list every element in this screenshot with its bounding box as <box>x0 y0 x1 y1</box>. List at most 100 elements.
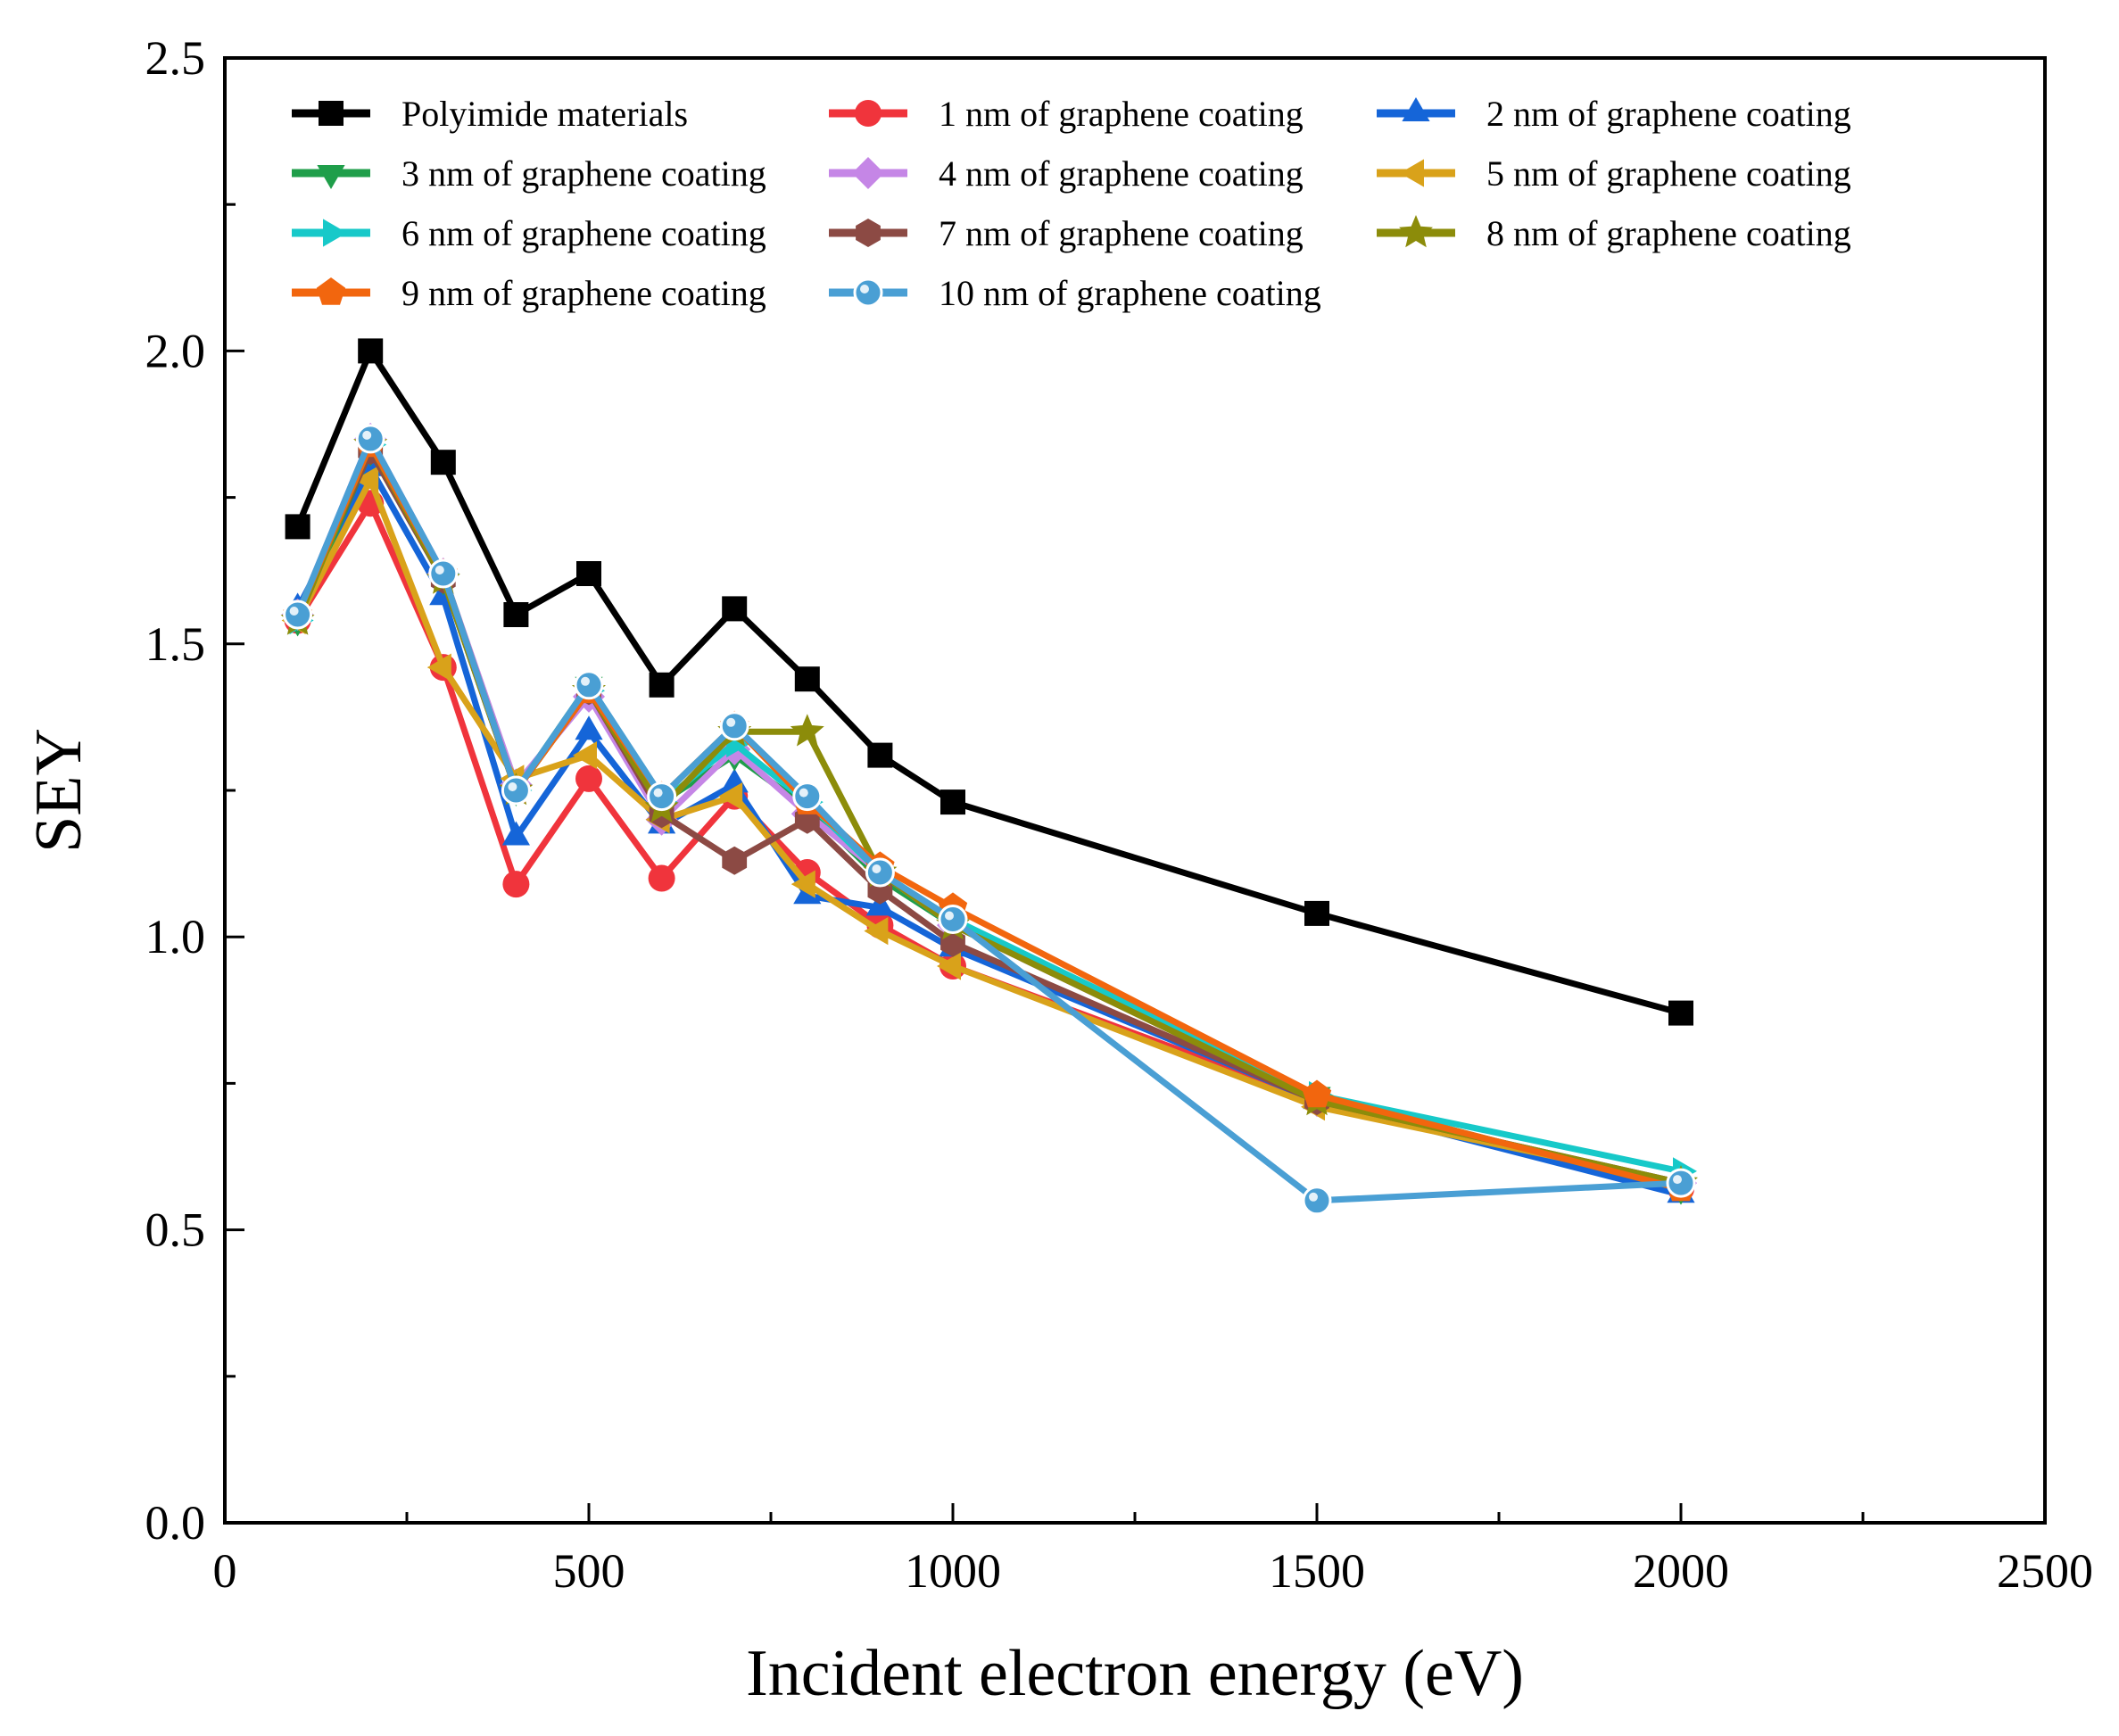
data-point <box>358 338 384 364</box>
legend: Polyimide materials 1 nm of graphene coat… <box>292 94 1851 313</box>
data-point <box>794 666 820 692</box>
sphere-marker-body <box>1666 1168 1696 1198</box>
data-point <box>501 821 530 846</box>
legend-item-5-nm-of-graphene-coating: 5 nm of graphene coating <box>1377 153 1851 194</box>
sphere-marker-body <box>853 277 883 308</box>
data-point <box>575 765 602 792</box>
legend-label: 10 nm of graphene coating <box>939 273 1321 313</box>
data-point <box>865 857 895 888</box>
legend-marker <box>317 165 345 189</box>
sphere-marker-body <box>792 781 823 812</box>
legend-item-9-nm-of-graphene-coating: 9 nm of graphene coating <box>292 273 766 313</box>
data-point <box>867 742 893 768</box>
legend-label: 4 nm of graphene coating <box>939 153 1304 194</box>
series-10-nm-of-graphene-coating <box>283 424 1696 1216</box>
data-point <box>283 599 313 630</box>
legend-item-7-nm-of-graphene-coating: 7 nm of graphene coating <box>829 213 1304 253</box>
sphere-marker-highlight <box>1673 1175 1682 1185</box>
data-point <box>428 558 459 589</box>
y-tick-label: 2.5 <box>145 31 206 85</box>
legend-label: 7 nm of graphene coating <box>939 213 1304 253</box>
legend-item-10-nm-of-graphene-coating: 10 nm of graphene coating <box>829 273 1321 313</box>
sphere-marker-highlight <box>653 788 663 798</box>
data-point <box>718 782 743 811</box>
data-point <box>790 714 824 747</box>
legend-marker <box>852 157 884 189</box>
axis-ticks: 0 500 1000 1500 2000 2500 0.0 0.5 1.0 1.5 2.0 2.5 <box>145 31 2094 1598</box>
data-point <box>722 846 748 875</box>
data-point <box>502 871 530 898</box>
sphere-marker-body <box>283 599 313 630</box>
data-point <box>938 905 968 934</box>
x-tick-label: 2000 <box>1633 1544 1729 1598</box>
y-axis-title: SEY <box>22 728 95 853</box>
data-point <box>790 870 815 898</box>
data-point <box>503 602 529 627</box>
data-point <box>1304 900 1329 926</box>
y-tick-label: 2.0 <box>145 324 206 377</box>
sphere-marker-body <box>355 424 385 454</box>
data-point <box>1668 1000 1693 1026</box>
legend-marker <box>856 219 881 247</box>
series-line <box>294 435 1682 1204</box>
data-point <box>1666 1168 1696 1198</box>
data-point <box>937 952 961 980</box>
data-point <box>649 672 675 698</box>
data-point <box>648 864 675 892</box>
series-line <box>294 347 1682 1016</box>
data-point <box>574 670 604 700</box>
sphere-marker-highlight <box>508 782 517 791</box>
legend-marker <box>319 101 344 126</box>
sphere-marker-highlight <box>860 285 869 293</box>
data-point <box>501 775 531 806</box>
series-line <box>294 476 1682 1186</box>
data-point <box>864 917 889 946</box>
sphere-marker-highlight <box>1309 1192 1318 1202</box>
data-point <box>576 561 601 586</box>
legend-label: 6 nm of graphene coating <box>401 213 766 253</box>
y-tick-label: 0.0 <box>145 1496 206 1550</box>
sphere-marker-body <box>574 670 604 700</box>
sphere-marker-body <box>428 558 459 589</box>
legend-item-8-nm-of-graphene-coating: 8 nm of graphene coating <box>1377 213 1851 253</box>
data-point <box>430 450 456 475</box>
legend-item-1-nm-of-graphene-coating: 1 nm of graphene coating <box>829 94 1304 134</box>
legend-item-6-nm-of-graphene-coating: 6 nm of graphene coating <box>292 213 766 253</box>
x-tick-label: 500 <box>553 1544 625 1598</box>
x-axis-title: Incident electron energy (eV) <box>746 1637 1524 1710</box>
legend-marker <box>1399 215 1433 248</box>
y-tick-label: 0.5 <box>145 1203 206 1257</box>
x-tick-label: 1000 <box>905 1544 1001 1598</box>
data-point <box>1302 1186 1332 1216</box>
data-point <box>792 781 823 812</box>
data-point <box>354 466 379 494</box>
x-tick-label: 1500 <box>1269 1544 1365 1598</box>
sphere-marker-highlight <box>362 430 372 440</box>
legend-item-3-nm-of-graphene-coating: 3 nm of graphene coating <box>292 153 766 194</box>
data-point <box>719 711 749 741</box>
legend-item-2-nm-of-graphene-coating: 2 nm of graphene coating <box>1377 94 1851 134</box>
legend-label: 1 nm of graphene coating <box>939 94 1304 134</box>
y-tick-label: 1.5 <box>145 617 206 671</box>
data-point <box>355 424 385 454</box>
x-tick-label: 2500 <box>1997 1544 2093 1598</box>
sphere-marker-body <box>865 857 895 888</box>
legend-label: 8 nm of graphene coating <box>1486 213 1851 253</box>
data-point <box>1302 1079 1332 1108</box>
sphere-marker-highlight <box>872 864 882 873</box>
legend-label: 3 nm of graphene coating <box>401 153 766 194</box>
legend-marker <box>1400 159 1424 187</box>
legend-marker <box>323 219 347 247</box>
data-point <box>575 715 603 740</box>
legend-label: 5 nm of graphene coating <box>1486 153 1851 194</box>
sphere-marker-body <box>501 775 531 806</box>
legend-label: 9 nm of graphene coating <box>401 273 766 313</box>
legend-label: Polyimide materials <box>401 94 688 134</box>
legend-item-4-nm-of-graphene-coating: 4 nm of graphene coating <box>829 153 1304 194</box>
data-point <box>647 781 677 812</box>
sphere-marker-highlight <box>799 788 808 798</box>
data-point <box>722 596 748 622</box>
sphere-marker-body <box>647 781 677 812</box>
